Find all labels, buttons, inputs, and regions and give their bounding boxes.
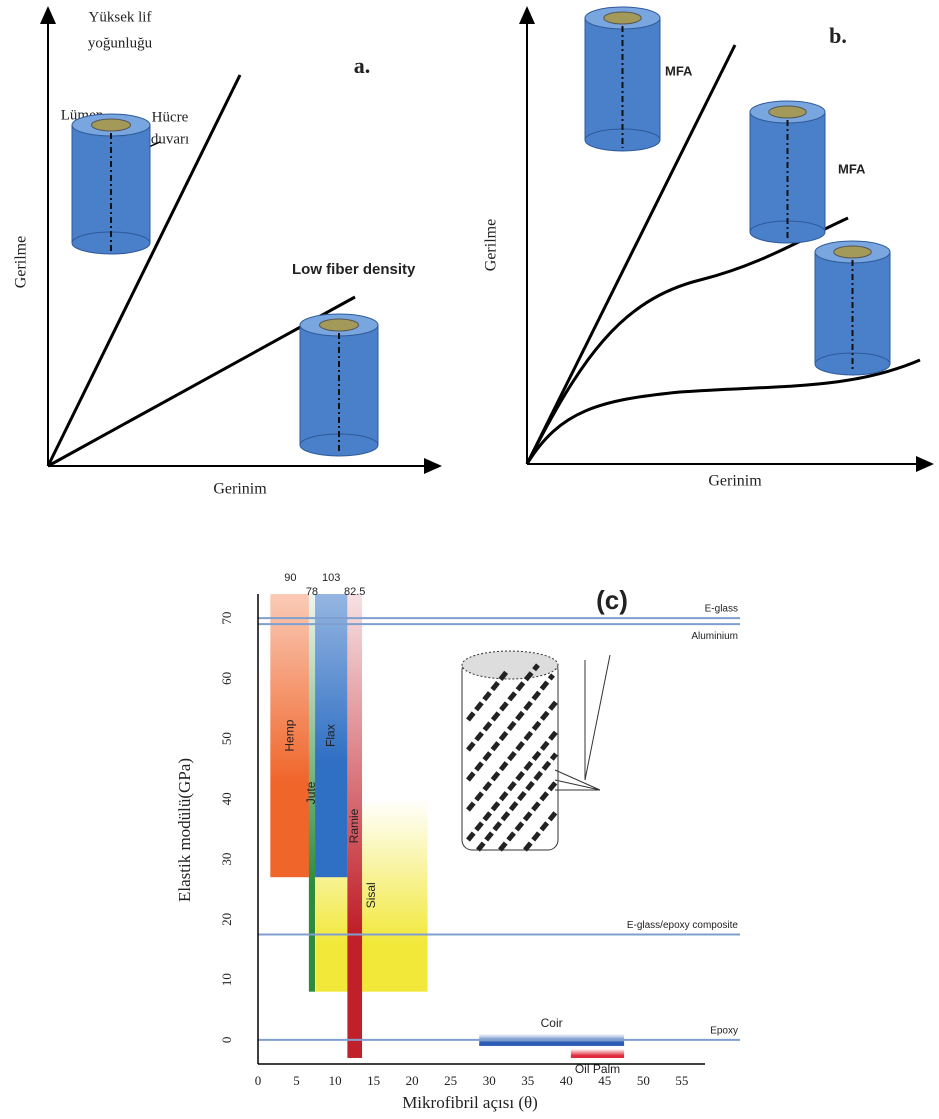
fiber-label: Sisal xyxy=(364,882,378,908)
lumen xyxy=(768,105,807,119)
annotation: Hücre xyxy=(152,109,189,125)
inset-line xyxy=(584,654,611,781)
fiber-label: Oil Palm xyxy=(575,1062,620,1076)
lumen xyxy=(603,11,642,25)
bars xyxy=(270,594,625,1058)
inset-fibrils xyxy=(466,663,558,852)
annotation: duvarı xyxy=(151,131,189,147)
fiber-label: Flax xyxy=(323,724,337,747)
y-tick-label: 50 xyxy=(219,732,234,745)
x-tick-label: 45 xyxy=(598,1073,611,1088)
x-tick-label: 10 xyxy=(329,1073,342,1088)
x-tick-label: 25 xyxy=(444,1073,457,1088)
y-axis-title: Gerilme xyxy=(483,219,500,271)
lumen xyxy=(319,318,359,332)
fiber-label: Ramie xyxy=(347,808,361,843)
fiber-range xyxy=(308,594,316,992)
x-axis-title: Mikrofibril açısı (θ) xyxy=(402,1093,538,1112)
annotation: Yüksek lif xyxy=(89,9,152,25)
lumen xyxy=(833,245,872,259)
y-tick-label: 30 xyxy=(219,853,234,866)
max-value-label: 90 xyxy=(284,572,296,584)
y-tick-label: 40 xyxy=(219,792,234,805)
panel-title: (c) xyxy=(596,585,628,615)
curve xyxy=(46,74,242,467)
reference-label: E-glass/epoxy composite xyxy=(627,920,739,931)
reference-label: Epoxy xyxy=(710,1026,738,1037)
curve xyxy=(525,358,921,465)
y-tick-label: 0 xyxy=(219,1037,234,1044)
panel-a: Yüksek lif yoğunluğu a. Lümen Hücre duva… xyxy=(13,6,442,498)
reference-label: E-glass xyxy=(705,604,738,615)
y-tick-label: 10 xyxy=(219,973,234,986)
max-value-label: 82.5 xyxy=(344,586,365,598)
fiber-range xyxy=(570,1048,625,1058)
y-tick-label: 70 xyxy=(219,612,234,625)
x-axis-title: Gerinim xyxy=(708,473,762,490)
annotation: Low fiber density xyxy=(292,261,416,278)
annotation: yoğunluğu xyxy=(88,35,153,51)
fiber-range xyxy=(270,594,311,878)
fiber-label: Hemp xyxy=(283,719,297,751)
x-tick-label: 35 xyxy=(521,1073,534,1088)
inset-pointer xyxy=(554,769,601,791)
max-value-label: 103 xyxy=(322,572,340,584)
y-tick-label: 60 xyxy=(219,672,234,685)
lumen xyxy=(91,118,131,132)
fiber-range xyxy=(315,594,348,878)
panel-c: 0 5 10 15 20 25 30 35 40 45 50 55 0 10 20 30 40 50 60 70 Sis… xyxy=(175,572,740,1112)
x-tick-label: 0 xyxy=(255,1073,262,1088)
curve xyxy=(525,216,849,465)
x-tick-label: 5 xyxy=(293,1073,300,1088)
fiber-label: Coir xyxy=(541,1016,563,1030)
panel-title: b. xyxy=(829,23,847,48)
curve xyxy=(525,44,737,465)
x-tick-label: 55 xyxy=(675,1073,688,1088)
x-tick-label: 15 xyxy=(367,1073,380,1088)
fibril-inset xyxy=(461,650,611,852)
fiber-icons xyxy=(71,6,891,457)
x-tick-label: 40 xyxy=(560,1073,573,1088)
x-tick-label: 30 xyxy=(483,1073,496,1088)
y-axis-title: Elastik modülü(GPa) xyxy=(175,758,194,902)
x-tick-label: 50 xyxy=(637,1073,650,1088)
x-tick-label: 20 xyxy=(406,1073,419,1088)
max-value-label: 78 xyxy=(306,586,318,598)
y-tick-label: 20 xyxy=(219,913,234,926)
x-axis-title: Gerinim xyxy=(213,481,267,498)
reference-label: Aluminium xyxy=(691,631,738,642)
annotation: MFA xyxy=(838,161,866,176)
plot-area: 0 5 10 15 20 25 30 35 40 45 50 55 0 10 20 30 40 50 60 70 Sis… xyxy=(219,572,740,1088)
fiber-range xyxy=(347,594,363,1058)
fiber-label: Jute xyxy=(304,781,318,804)
panel-title: a. xyxy=(354,53,371,78)
annotation: MFA xyxy=(665,63,693,78)
inset-top xyxy=(461,650,559,680)
y-axis-title: Gerilme xyxy=(13,236,30,288)
